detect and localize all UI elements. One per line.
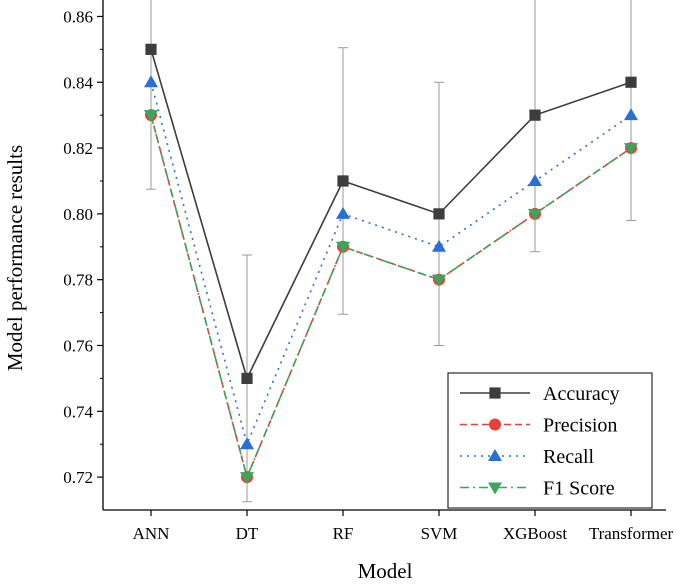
data-point-recall <box>624 108 638 121</box>
legend-box <box>447 372 653 509</box>
legend-label: Precision <box>543 415 617 437</box>
legend-marker <box>488 482 502 495</box>
data-point-accuracy <box>433 208 445 220</box>
y-tick-label: 0.74 <box>63 402 93 421</box>
data-point-f1-score <box>144 110 158 123</box>
series-line-f1-score <box>150 114 632 480</box>
data-point-recall <box>432 239 446 252</box>
x-tick-label: XGBoost <box>503 524 568 543</box>
y-axis-title: Model performance results <box>3 145 27 371</box>
data-point-accuracy <box>337 175 349 187</box>
x-tick-label: SVM <box>421 524 458 543</box>
x-axis-title: Model <box>358 559 413 583</box>
legend-label: F1 Score <box>543 478 615 500</box>
x-tick-label: DT <box>236 524 259 543</box>
x-tick-label: RF <box>333 524 354 543</box>
data-point-accuracy <box>625 76 637 88</box>
data-point-accuracy <box>529 109 541 121</box>
legend-label: Recall <box>543 446 595 468</box>
y-tick-label: 0.82 <box>63 139 93 158</box>
y-tick-label: 0.80 <box>63 205 93 224</box>
y-tick-label: 0.76 <box>63 336 93 355</box>
data-point-recall <box>144 75 158 88</box>
y-tick-label: 0.86 <box>63 7 93 26</box>
y-tick-label: 0.78 <box>63 271 93 290</box>
x-tick-label: ANN <box>133 524 170 543</box>
data-point-recall <box>336 206 350 219</box>
legend-marker <box>489 418 501 431</box>
data-point-f1-score <box>432 274 446 287</box>
data-point-f1-score <box>336 241 350 254</box>
data-point-f1-score <box>624 143 638 156</box>
y-tick-label: 0.72 <box>63 468 93 487</box>
legend-marker <box>488 449 502 461</box>
data-point-recall <box>528 173 542 186</box>
legend-label: Accuracy <box>543 383 620 405</box>
legend-marker <box>489 387 501 399</box>
series-line-recall <box>150 82 632 447</box>
y-tick-label: 0.84 <box>63 73 93 92</box>
series-line-accuracy <box>150 49 632 381</box>
x-tick-label: Transformer <box>589 524 674 543</box>
data-point-accuracy <box>145 43 157 55</box>
data-point-f1-score <box>528 208 542 221</box>
data-point-accuracy <box>241 372 253 384</box>
data-point-recall <box>240 437 254 450</box>
data-point-f1-score <box>240 472 254 485</box>
